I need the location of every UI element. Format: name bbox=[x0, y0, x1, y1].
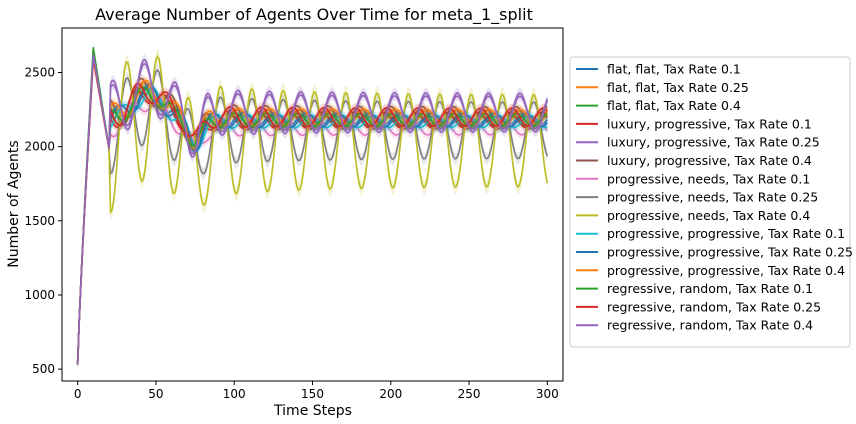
series-line bbox=[76, 54, 549, 365]
y-tick-label: 1000 bbox=[24, 288, 55, 302]
series-line bbox=[76, 54, 549, 364]
legend-entry: luxury, progressive, Tax Rate 0.4 bbox=[607, 153, 812, 168]
legend-entry: regressive, random, Tax Rate 0.4 bbox=[607, 318, 813, 333]
legend-entry: flat, flat, Tax Rate 0.1 bbox=[607, 62, 741, 77]
legend-entry: flat, flat, Tax Rate 0.4 bbox=[607, 98, 741, 113]
legend: flat, flat, Tax Rate 0.1 flat, flat, Tax … bbox=[569, 56, 853, 348]
x-tick-label: 200 bbox=[379, 387, 402, 401]
legend-entry: progressive, needs, Tax Rate 0.4 bbox=[607, 208, 810, 223]
legend-entry: progressive, progressive, Tax Rate 0.1 bbox=[607, 226, 845, 241]
x-tick-label: 250 bbox=[458, 387, 481, 401]
x-axis-label: Time Steps bbox=[273, 403, 352, 419]
x-tick-label: 300 bbox=[536, 387, 559, 401]
x-tick-label: 50 bbox=[148, 387, 163, 401]
y-axis-label: Number of Agents bbox=[6, 140, 22, 267]
y-tick-label: 2500 bbox=[24, 65, 55, 79]
y-tick-label: 500 bbox=[32, 362, 55, 376]
y-tick-label: 2000 bbox=[24, 140, 55, 154]
series-line bbox=[76, 53, 548, 365]
legend-entry: luxury, progressive, Tax Rate 0.1 bbox=[607, 116, 812, 131]
legend-entry: flat, flat, Tax Rate 0.25 bbox=[607, 80, 749, 95]
chart-title: Average Number of Agents Over Time for m… bbox=[95, 5, 533, 25]
series-line bbox=[76, 54, 549, 365]
legend-entry: progressive, progressive, Tax Rate 0.25 bbox=[607, 245, 853, 260]
legend-entry: progressive, needs, Tax Rate 0.25 bbox=[607, 190, 818, 205]
series-line bbox=[76, 57, 548, 364]
series-line bbox=[76, 56, 548, 364]
legend-entry: progressive, needs, Tax Rate 0.1 bbox=[607, 171, 810, 186]
legend-box bbox=[569, 56, 851, 348]
y-axis: 500 1000 1500 2000 2500 bbox=[24, 65, 62, 376]
legend-entry: luxury, progressive, Tax Rate 0.25 bbox=[607, 135, 820, 150]
series-line bbox=[76, 57, 548, 364]
x-tick-label: 150 bbox=[301, 387, 324, 401]
legend-entry: regressive, random, Tax Rate 0.25 bbox=[607, 299, 821, 314]
y-tick-label: 1500 bbox=[24, 214, 55, 228]
legend-entry: progressive, progressive, Tax Rate 0.4 bbox=[607, 263, 845, 278]
plot-area bbox=[76, 43, 549, 373]
legend-entry: regressive, random, Tax Rate 0.1 bbox=[607, 281, 813, 296]
x-axis: 0 50 100 150 200 250 300 bbox=[74, 381, 559, 401]
x-tick-label: 0 bbox=[74, 387, 82, 401]
x-tick-label: 100 bbox=[223, 387, 246, 401]
